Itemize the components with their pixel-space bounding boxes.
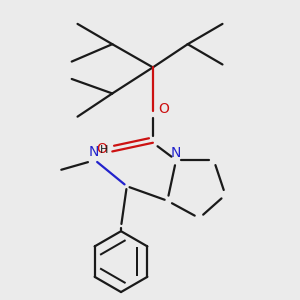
Text: N: N: [171, 146, 181, 160]
Text: H: H: [99, 145, 108, 155]
Text: O: O: [96, 142, 107, 156]
Text: O: O: [158, 102, 169, 116]
Text: N: N: [88, 145, 99, 159]
